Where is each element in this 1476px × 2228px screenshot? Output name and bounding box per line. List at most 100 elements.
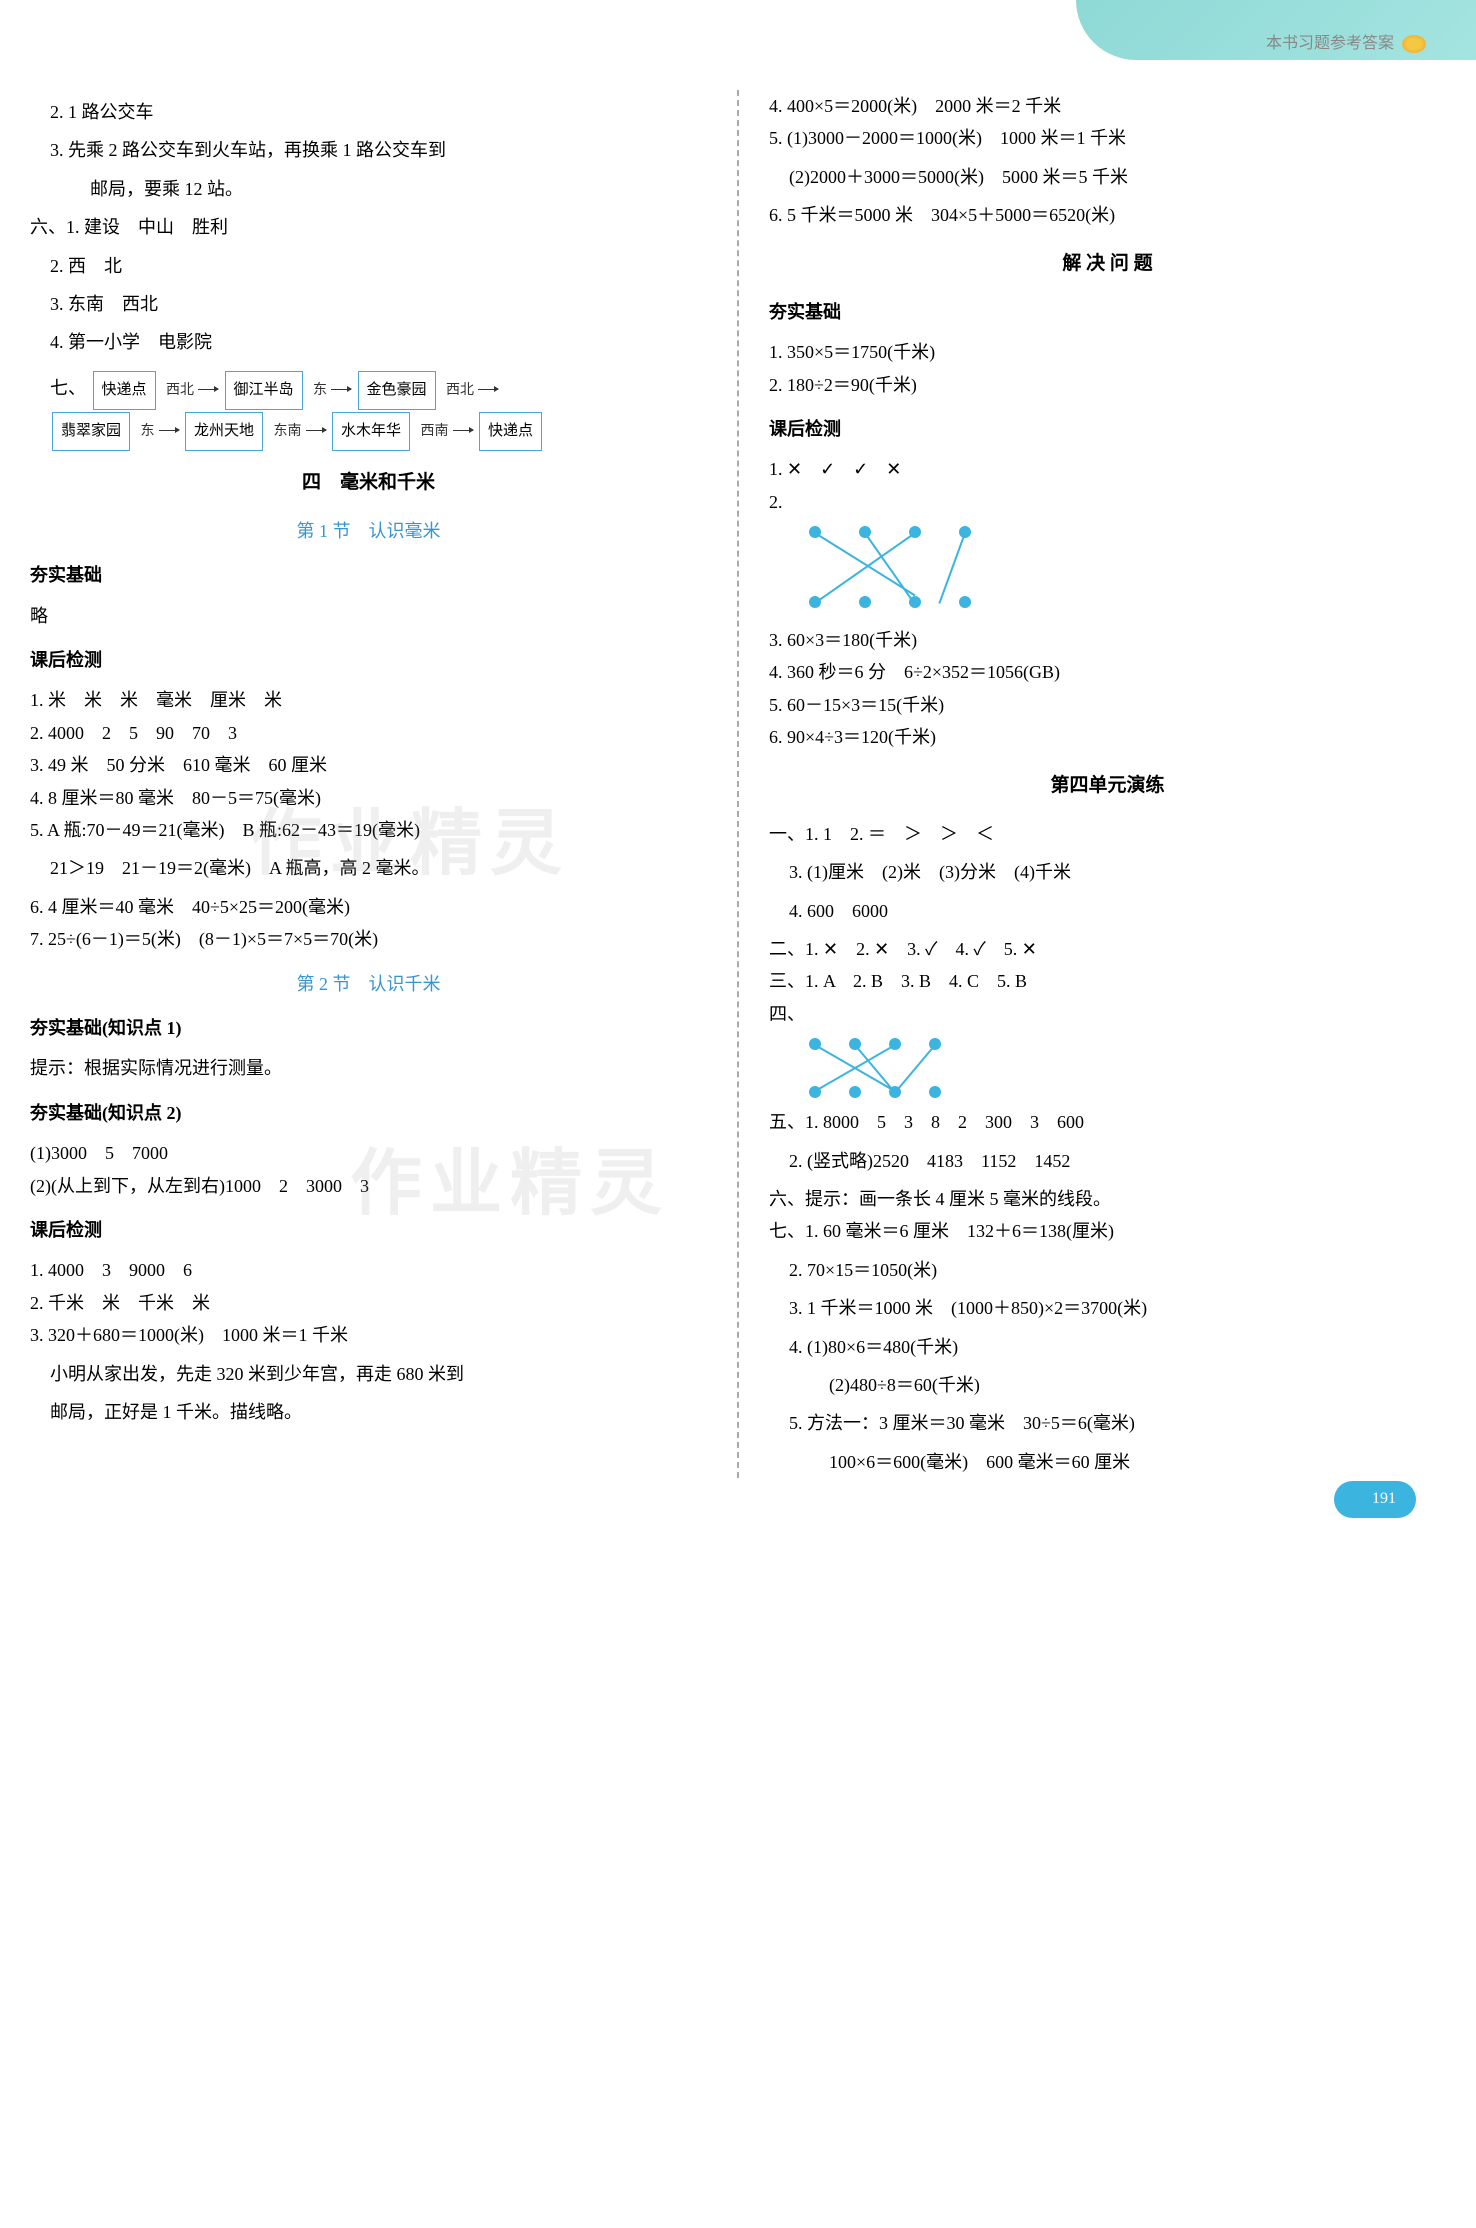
- answer-item: 3. (1)厘米 (2)米 (3)分米 (4)千米: [769, 856, 1446, 888]
- connection-line: [894, 1045, 935, 1094]
- answer-item: 四、: [769, 998, 1446, 1030]
- section-label: 五、: [769, 1112, 805, 1132]
- answer-item: 2. 西 北: [30, 250, 707, 282]
- answer-item: 1. 米 米 米 毫米 厘米 米: [30, 684, 707, 716]
- answer-item: 2. 1 路公交车: [30, 96, 707, 128]
- answer-item: 5. 方法一：3 厘米＝30 毫米 30÷5＝6(毫米): [769, 1407, 1446, 1439]
- answer-item: 三、1. A 2. B 3. B 4. C 5. B: [769, 965, 1446, 997]
- page-container: 2. 1 路公交车 3. 先乘 2 路公交车到火车站，再换乘 1 路公交车到 邮…: [30, 90, 1446, 1478]
- answer-item: 4. 8 厘米＝80 毫米 80－5＝75(毫米): [30, 782, 707, 814]
- answer-item: 2. 70×15＝1050(米): [769, 1254, 1446, 1286]
- answer-item: 100×6＝600(毫米) 600 毫米＝60 厘米: [769, 1446, 1446, 1478]
- section-label: 七、: [50, 378, 86, 398]
- answer-item: 2.: [769, 486, 1446, 518]
- flow-box: 水木年华: [332, 412, 410, 451]
- dot: [959, 596, 971, 608]
- answer-item: 4. 第一小学 电影院: [30, 326, 707, 358]
- section-label: 七、: [769, 1221, 805, 1241]
- section-heading: 第 1 节 认识毫米: [30, 515, 707, 547]
- dot-diagram: [809, 1038, 959, 1098]
- answer-item: 六、提示：画一条长 4 厘米 5 毫米的线段。: [769, 1183, 1446, 1215]
- answer-item: 21＞19 21－19＝2(毫米) A 瓶高，高 2 毫米。: [30, 852, 707, 884]
- sub-heading: 课后检测: [30, 644, 707, 676]
- answer-item: 小明从家出发，先走 320 米到少年宫，再走 680 米到: [30, 1358, 707, 1390]
- shell-icon: [1402, 35, 1426, 53]
- answer-text: 1. 1 2. ＝ ＞ ＞ ＜: [805, 824, 994, 844]
- answer-item: 3. 1 千米＝1000 米 (1000＋850)×2＝3700(米): [769, 1292, 1446, 1324]
- answer-item: 5. A 瓶:70－49＝21(毫米) B 瓶:62－43＝19(毫米): [30, 814, 707, 846]
- answer-item: 6. 5 千米＝5000 米 304×5＋5000＝6520(米): [769, 199, 1446, 231]
- answer-item: 邮局，要乘 12 站。: [30, 173, 707, 205]
- flow-diagram: 七、 快递点 西北 御江半岛 东 金色豪园 西北 翡翠家园 东 龙州天地 东南 …: [50, 369, 707, 451]
- answer-item: 7. 25÷(6－1)＝5(米) (8－1)×5＝7×5＝70(米): [30, 923, 707, 955]
- sub-heading: 夯实基础(知识点 1): [30, 1012, 707, 1044]
- answer-item: 五、1. 8000 5 3 8 2 300 3 600: [769, 1106, 1446, 1138]
- flow-box: 龙州天地: [185, 412, 263, 451]
- flow-label: 东: [137, 417, 159, 448]
- header-title-text: 本书习题参考答案: [1266, 35, 1394, 52]
- flow-label: 西北: [162, 376, 198, 407]
- flow-label: 东: [309, 376, 331, 407]
- answer-item: 3. 49 米 50 分米 610 毫米 60 厘米: [30, 749, 707, 781]
- left-column: 2. 1 路公交车 3. 先乘 2 路公交车到火车站，再换乘 1 路公交车到 邮…: [30, 90, 707, 1478]
- dot: [929, 1086, 941, 1098]
- arrow-icon: [478, 389, 498, 390]
- answer-item: 3. 320＋680＝1000(米) 1000 米＝1 千米: [30, 1319, 707, 1351]
- answer-item: 提示：根据实际情况进行测量。: [30, 1052, 707, 1084]
- section-heading: 第 2 节 认识千米: [30, 968, 707, 1000]
- answer-item: 1. 建设 中山 胜利: [66, 217, 228, 237]
- sub-heading: 课后检测: [769, 413, 1446, 445]
- answer-item: 二、1. ✕ 2. ✕ 3. ✓ 4. ✓ 5. ✕: [769, 933, 1446, 965]
- answer-text: 1. 8000 5 3 8 2 300 3 600: [805, 1112, 1084, 1132]
- answer-item: 3. 60×3＝180(千米): [769, 624, 1446, 656]
- page-number-text: 191: [1372, 1490, 1396, 1507]
- answer-item: 2. (竖式略)2520 4183 1152 1452: [769, 1145, 1446, 1177]
- sub-heading: 夯实基础: [769, 296, 1446, 328]
- answer-item: 1. 350×5＝1750(千米): [769, 336, 1446, 368]
- answer-item: 1. 4000 3 9000 6: [30, 1254, 707, 1286]
- answer-item: 略: [30, 600, 707, 632]
- flow-box: 快递点: [93, 371, 156, 410]
- dot-diagram: [809, 526, 989, 616]
- answer-item: (2)480÷8＝60(千米): [769, 1369, 1446, 1401]
- dot: [859, 596, 871, 608]
- answer-item: 2. 180÷2＝90(千米): [769, 369, 1446, 401]
- answer-item: 邮局，正好是 1 千米。描线略。: [30, 1396, 707, 1428]
- section-six: 六、1. 建设 中山 胜利: [30, 211, 707, 243]
- answer-item: (2)2000＋3000＝5000(米) 5000 米＝5 千米: [769, 161, 1446, 193]
- flow-label: 西北: [442, 376, 478, 407]
- answer-item: 5. 60－15×3＝15(千米): [769, 689, 1446, 721]
- answer-text: 1. 60 毫米＝6 厘米 132＋6＝138(厘米): [805, 1221, 1114, 1241]
- answer-item: 七、1. 60 毫米＝6 厘米 132＋6＝138(厘米): [769, 1215, 1446, 1247]
- answer-item: 6. 90×4÷3＝120(千米): [769, 721, 1446, 753]
- answer-item: 4. 600 6000: [769, 895, 1446, 927]
- flow-box: 翡翠家园: [52, 412, 130, 451]
- arrow-icon: [453, 430, 473, 431]
- connection-line: [854, 1045, 895, 1094]
- sub-heading: 夯实基础: [30, 559, 707, 591]
- solve-heading: 解 决 问 题: [769, 247, 1446, 281]
- connection-line: [812, 532, 916, 605]
- connection-line: [938, 533, 966, 604]
- answer-item: (2)(从上到下，从左到右)1000 2 3000 3: [30, 1170, 707, 1202]
- flow-box: 快递点: [479, 412, 542, 451]
- answer-item: 6. 4 厘米＝40 毫米 40÷5×25＝200(毫米): [30, 891, 707, 923]
- answer-item: 2. 4000 2 5 90 70 3: [30, 717, 707, 749]
- answer-item: 4. 360 秒＝6 分 6÷2×352＝1056(GB): [769, 656, 1446, 688]
- chapter-heading: 四 毫米和千米: [30, 466, 707, 500]
- arrow-icon: [331, 389, 351, 390]
- flow-box: 御江半岛: [225, 371, 303, 410]
- arrow-icon: [159, 430, 179, 431]
- answer-item: 4. 400×5＝2000(米) 2000 米＝2 千米: [769, 90, 1446, 122]
- answer-item: 5. (1)3000－2000＝1000(米) 1000 米＝1 千米: [769, 122, 1446, 154]
- flow-label: 西南: [417, 417, 453, 448]
- header-title: 本书习题参考答案: [1266, 30, 1426, 59]
- answer-item: 4. (1)80×6＝480(千米): [769, 1331, 1446, 1363]
- answer-item: 3. 先乘 2 路公交车到火车站，再换乘 1 路公交车到: [30, 134, 707, 166]
- flow-label: 东南: [270, 417, 306, 448]
- answer-item: (1)3000 5 7000: [30, 1137, 707, 1169]
- right-column: 4. 400×5＝2000(米) 2000 米＝2 千米 5. (1)3000－…: [769, 90, 1446, 1478]
- page-number: 191: [1334, 1481, 1416, 1518]
- sub-heading: 夯实基础(知识点 2): [30, 1097, 707, 1129]
- section-label: 六、: [30, 217, 66, 237]
